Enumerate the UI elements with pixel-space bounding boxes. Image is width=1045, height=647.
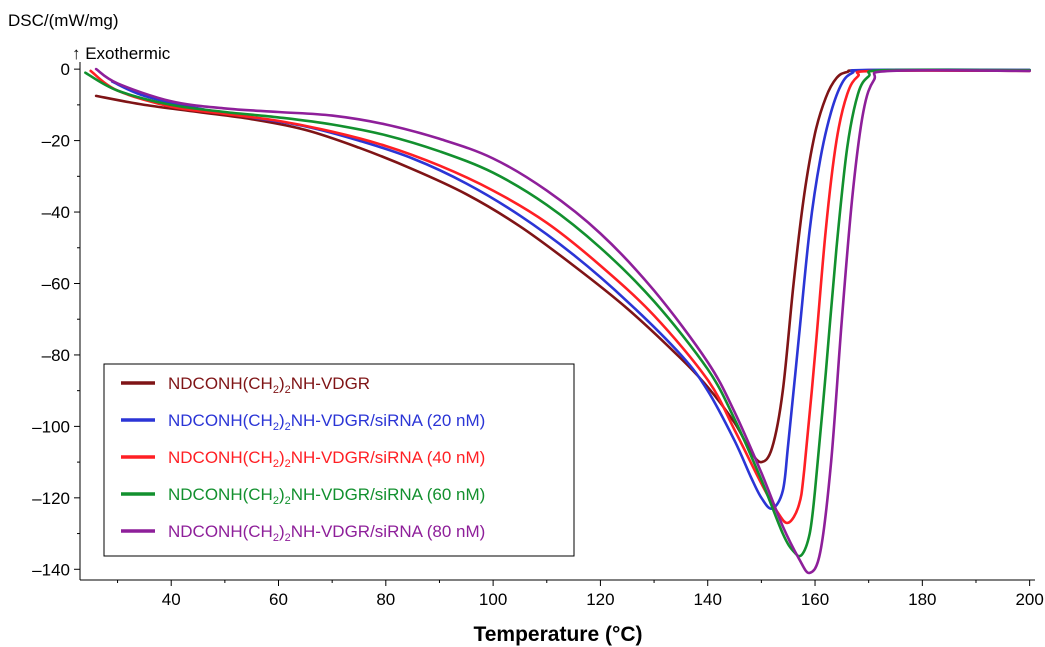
legend-entry-4: NDCONH(CH2)2NH-VDGR/siRNA (60 nM) [121,485,485,507]
series-line-2 [110,68,1031,510]
x-tick-label: 40 [162,590,181,609]
y-tick-label: 0 [61,60,70,79]
y-tick-label: –140 [32,560,70,579]
y-tick-label: –100 [32,417,70,436]
legend-entry-2: NDCONH(CH2)2NH-VDGR/siRNA (20 nM) [121,411,485,433]
x-axis: 40 60 80 100 120 140 160 180 200 [80,579,1044,609]
y-axis-label: DSC/(mW/mg) [8,11,118,30]
series-layer [84,67,1031,575]
x-tick-label: 200 [1015,590,1043,609]
x-axis-label: Temperature (°C) [473,623,642,646]
y-tick-label: –80 [42,346,70,365]
y-axis-direction-note: ↑ Exothermic [72,44,171,63]
x-tick-label: 180 [908,590,936,609]
legend-label: NDCONH(CH2)2NH-VDGR [168,374,370,396]
legend-label: NDCONH(CH2)2NH-VDGR/siRNA (60 nM) [168,485,485,507]
legend-entry-1: NDCONH(CH2)2NH-VDGR [121,374,370,396]
y-axis: 0 –20 –40 –60 –80 –100 –120 –140 [32,60,81,580]
series-line-4 [84,68,1031,558]
legend-label: NDCONH(CH2)2NH-VDGR/siRNA (80 nM) [168,522,485,544]
legend-entry-3: NDCONH(CH2)2NH-VDGR/siRNA (40 nM) [121,448,485,470]
legend-entry-5: NDCONH(CH2)2NH-VDGR/siRNA (80 nM) [121,522,485,544]
y-tick-label: –120 [32,489,70,508]
legend-label: NDCONH(CH2)2NH-VDGR/siRNA (20 nM) [168,411,485,433]
series-line-1 [94,68,1031,464]
x-tick-label: 160 [801,590,829,609]
y-tick-label: –20 [42,132,70,151]
legend-label: NDCONH(CH2)2NH-VDGR/siRNA (40 nM) [168,448,485,470]
series-line-5 [94,67,1031,575]
legend: NDCONH(CH2)2NH-VDGR NDCONH(CH2)2NH-VDGR/s… [103,363,575,557]
series-line-3 [89,69,1031,525]
y-tick-label: –40 [42,203,70,222]
legend-box [103,363,575,557]
y-tick-label: –60 [42,274,70,293]
x-tick-label: 60 [269,590,288,609]
x-tick-label: 140 [694,590,722,609]
x-tick-label: 120 [586,590,614,609]
x-tick-label: 100 [479,590,507,609]
x-tick-label: 80 [376,590,395,609]
